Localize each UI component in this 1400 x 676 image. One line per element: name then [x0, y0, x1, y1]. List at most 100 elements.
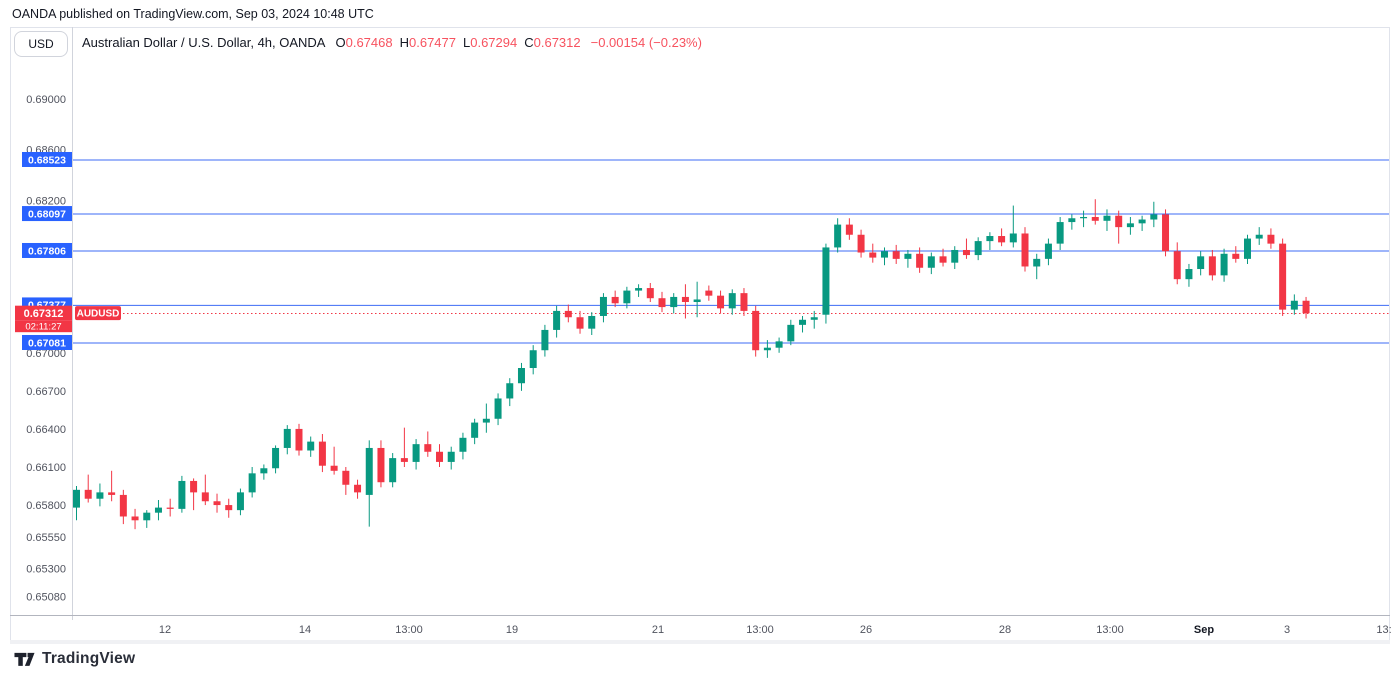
candle-up [1244, 238, 1251, 259]
countdown-text: 02:11:27 [25, 321, 61, 332]
candle-up [307, 441, 315, 451]
price-level-badge-text: 0.68097 [28, 208, 66, 220]
candle-down [752, 310, 760, 351]
candle-down [318, 441, 326, 466]
candle-up [1255, 234, 1263, 239]
candle-up [96, 492, 104, 499]
time-axis-label: 19 [506, 624, 518, 636]
candle-up [810, 317, 818, 320]
candle-up [635, 288, 643, 291]
current-price-badge[interactable] [15, 305, 72, 321]
candle-down [611, 296, 619, 304]
tradingview-logo-link[interactable]: TradingView [14, 650, 135, 668]
price-level-badge[interactable] [22, 334, 72, 350]
time-axis-label: 13:00 [1096, 624, 1124, 636]
price-axis-label: 0.67000 [26, 348, 66, 360]
open-label: O [335, 35, 346, 50]
symbol-description: Australian Dollar / U.S. Dollar, 4h, OAN… [82, 35, 326, 50]
candle-down [1232, 253, 1240, 259]
high-value: 0.67477 [409, 35, 456, 50]
candle-down [1267, 234, 1275, 244]
candle-down [857, 234, 865, 253]
price-level-badge[interactable] [22, 151, 72, 167]
time-axis-label: 12 [159, 624, 171, 636]
price-axis-label: 0.65080 [26, 591, 66, 603]
candle-down [1162, 214, 1170, 252]
widget-border [10, 27, 1390, 643]
price-axis-label: 0.69000 [26, 94, 66, 106]
candle-up [471, 422, 479, 438]
candle-up [927, 256, 935, 268]
price-level-badge[interactable] [22, 242, 72, 258]
candle-up [763, 347, 771, 351]
tradingview-wordmark: TradingView [42, 650, 136, 667]
candle-up [1044, 243, 1052, 259]
candle-up [529, 350, 537, 369]
candle-up [775, 341, 783, 348]
price-level-badge-text: 0.67806 [28, 245, 66, 257]
current-price-badge-text: 0.67312 [24, 308, 64, 320]
candle-up [482, 418, 490, 423]
candle-up [822, 247, 830, 315]
price-axis-label: 0.65800 [26, 500, 66, 512]
candle-down [201, 492, 209, 502]
candle-down [1021, 233, 1029, 267]
candle-up [143, 512, 151, 521]
candle-up [904, 253, 912, 259]
currency-toggle-button[interactable]: USD [14, 31, 68, 57]
tradingview-logo-icon [14, 652, 35, 666]
time-axis-label: 26 [860, 624, 872, 636]
candle-up [951, 249, 959, 263]
candle-up [1185, 269, 1193, 280]
candle-up [834, 224, 842, 248]
publish-caption: OANDA published on TradingView.com, Sep … [12, 7, 374, 21]
candle-up [728, 293, 736, 309]
candle-up [506, 383, 514, 399]
candle-up [1126, 223, 1134, 228]
candle-up [412, 444, 420, 462]
candle-up [1080, 216, 1088, 219]
candle-up [283, 428, 291, 448]
high-label: H [399, 35, 409, 50]
candle-up [1220, 253, 1228, 276]
candle-down [576, 317, 584, 329]
candle-up [623, 290, 631, 304]
candle-down [342, 470, 350, 485]
candle-up [787, 324, 795, 342]
candle-up [494, 398, 502, 419]
candle-up [599, 296, 607, 316]
symbol-legend: Australian Dollar / U.S. Dollar, 4h, OAN… [82, 35, 702, 50]
price-axis-label: 0.66100 [26, 462, 66, 474]
candle-up [541, 329, 549, 351]
price-axis-label: 0.65300 [26, 564, 66, 576]
candle-down [658, 298, 666, 308]
candle-down [998, 236, 1006, 243]
price-axis-label: 0.66700 [26, 386, 66, 398]
time-axis-label: 3 [1284, 624, 1290, 636]
close-value: 0.67312 [533, 35, 581, 50]
candle-up [588, 315, 596, 329]
candle-up [1150, 214, 1158, 220]
candle-up [986, 236, 994, 242]
candle-up [1103, 215, 1111, 221]
candle-up [1056, 222, 1064, 244]
time-axis-label: 28 [999, 624, 1011, 636]
candle-up [1068, 218, 1076, 223]
bottom-strip [10, 640, 1390, 644]
candle-down [108, 492, 116, 495]
candle-down [166, 507, 174, 509]
time-axis-label: 14 [299, 624, 311, 636]
countdown-badge [15, 320, 72, 333]
candle-up [1009, 233, 1017, 243]
symbol-tag-badge[interactable] [75, 306, 121, 321]
candle-down [845, 224, 853, 235]
candle-up [880, 251, 888, 258]
candle-up [459, 437, 467, 452]
price-level-badge[interactable] [22, 206, 72, 222]
candle-up [974, 241, 982, 256]
candle-up [154, 507, 162, 513]
candle-down [190, 480, 198, 493]
time-axis-label: 21 [652, 624, 664, 636]
